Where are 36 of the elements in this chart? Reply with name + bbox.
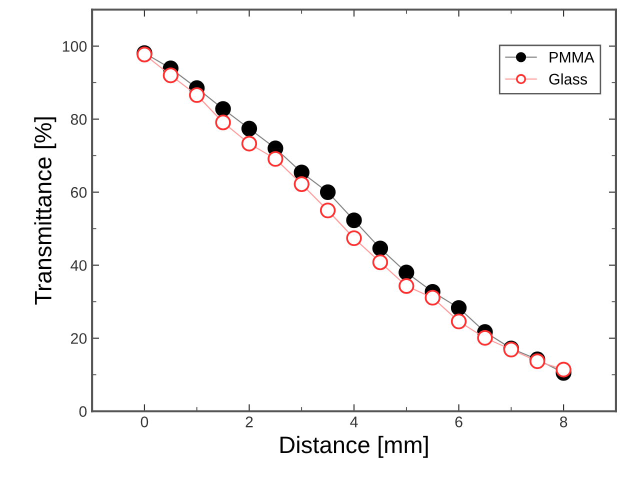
x-tick-label: 0 <box>140 416 148 428</box>
x-axis-title: Distance [mm] <box>280 436 428 458</box>
point <box>398 264 414 280</box>
y-tick-label: 0 <box>79 406 87 417</box>
x-tick-label: 2 <box>246 416 253 428</box>
point <box>346 212 362 228</box>
y-axis-title: Transmittance [%] <box>34 117 56 305</box>
point <box>241 120 258 136</box>
point <box>320 202 336 218</box>
y-tick-label: 40 <box>70 260 87 271</box>
point <box>372 240 388 256</box>
point <box>268 151 284 167</box>
point <box>398 278 414 294</box>
point <box>215 114 231 130</box>
point <box>162 67 179 84</box>
point <box>424 290 440 306</box>
x-tick-label: 6 <box>455 416 462 428</box>
legend-label: PMMA <box>550 52 594 63</box>
point <box>294 176 310 192</box>
point <box>372 254 388 270</box>
point <box>215 101 231 117</box>
point <box>241 136 258 152</box>
point <box>477 330 493 346</box>
y-tick-label: 80 <box>70 114 87 125</box>
y-tick-label: 60 <box>71 187 87 198</box>
point <box>450 300 467 316</box>
y-tick-label: 20 <box>70 333 87 344</box>
point <box>556 362 572 378</box>
point <box>320 184 336 200</box>
legend-label: Glass <box>549 73 588 85</box>
x-tick-label: 4 <box>350 416 358 428</box>
point <box>189 87 205 103</box>
y-tick-label: 100 <box>62 41 87 52</box>
point <box>450 314 467 330</box>
x-tick-label: 8 <box>560 416 568 428</box>
point <box>346 230 362 246</box>
